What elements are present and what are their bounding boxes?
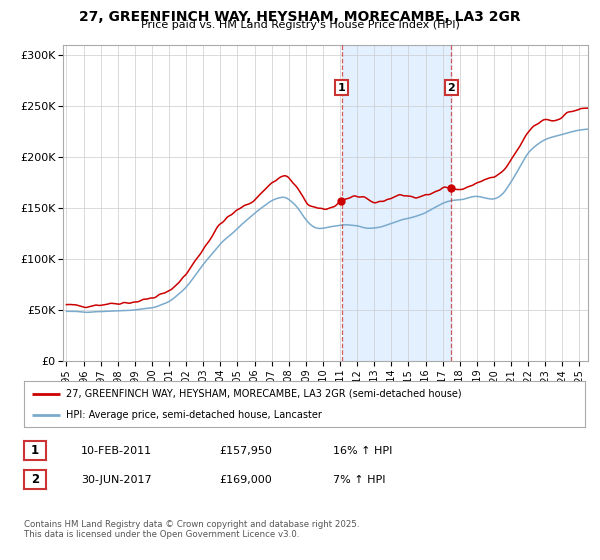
Text: 1: 1 <box>338 83 346 92</box>
Text: £169,000: £169,000 <box>219 475 272 485</box>
Text: 2: 2 <box>31 473 39 487</box>
Text: 1: 1 <box>31 444 39 458</box>
Text: 7% ↑ HPI: 7% ↑ HPI <box>333 475 386 485</box>
Text: 27, GREENFINCH WAY, HEYSHAM, MORECAMBE, LA3 2GR: 27, GREENFINCH WAY, HEYSHAM, MORECAMBE, … <box>79 10 521 24</box>
Text: 10-FEB-2011: 10-FEB-2011 <box>81 446 152 456</box>
Text: 27, GREENFINCH WAY, HEYSHAM, MORECAMBE, LA3 2GR (semi-detached house): 27, GREENFINCH WAY, HEYSHAM, MORECAMBE, … <box>66 389 462 399</box>
Text: 16% ↑ HPI: 16% ↑ HPI <box>333 446 392 456</box>
Text: HPI: Average price, semi-detached house, Lancaster: HPI: Average price, semi-detached house,… <box>66 410 322 420</box>
Text: 30-JUN-2017: 30-JUN-2017 <box>81 475 152 485</box>
Text: Price paid vs. HM Land Registry's House Price Index (HPI): Price paid vs. HM Land Registry's House … <box>140 20 460 30</box>
Text: £157,950: £157,950 <box>219 446 272 456</box>
Text: Contains HM Land Registry data © Crown copyright and database right 2025.
This d: Contains HM Land Registry data © Crown c… <box>24 520 359 539</box>
Text: 2: 2 <box>448 83 455 92</box>
